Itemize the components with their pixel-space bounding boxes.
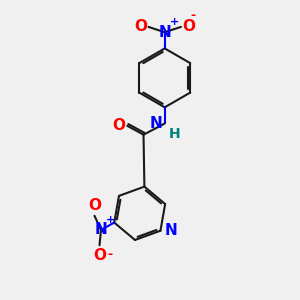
Text: O: O bbox=[93, 248, 106, 262]
Text: +: + bbox=[106, 214, 116, 225]
Text: O: O bbox=[134, 20, 147, 34]
Text: N: N bbox=[150, 116, 162, 131]
Text: N: N bbox=[165, 223, 178, 238]
Text: -: - bbox=[190, 9, 196, 22]
Text: -: - bbox=[107, 248, 112, 261]
Text: O: O bbox=[182, 20, 195, 34]
Text: H: H bbox=[168, 127, 180, 141]
Text: O: O bbox=[112, 118, 125, 134]
Text: O: O bbox=[88, 198, 101, 213]
Text: N: N bbox=[158, 25, 171, 40]
Text: N: N bbox=[94, 222, 107, 237]
Text: +: + bbox=[170, 17, 179, 27]
